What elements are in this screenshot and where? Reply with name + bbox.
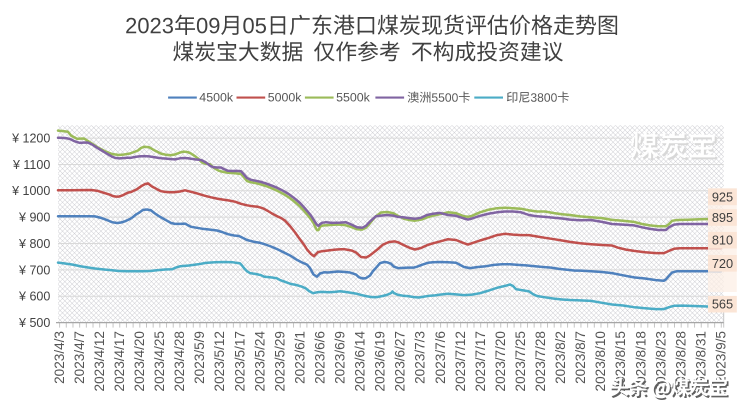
svg-text:2023/5/9: 2023/5/9 xyxy=(192,331,207,384)
svg-text:2023/4/28: 2023/4/28 xyxy=(172,331,187,391)
svg-text:2023/6/6: 2023/6/6 xyxy=(313,331,328,384)
svg-text:810: 810 xyxy=(712,233,733,248)
svg-text:2023/8/15: 2023/8/15 xyxy=(613,331,628,391)
svg-text:2023/8/28: 2023/8/28 xyxy=(673,331,688,391)
svg-text:2023/8/18: 2023/8/18 xyxy=(633,331,648,391)
svg-text:¥ 1000: ¥ 1000 xyxy=(11,184,50,198)
svg-text:¥ 600: ¥ 600 xyxy=(18,290,50,304)
svg-text:2023/4/25: 2023/4/25 xyxy=(152,331,167,391)
svg-text:2023/5/24: 2023/5/24 xyxy=(252,331,267,392)
svg-text:2023/7/20: 2023/7/20 xyxy=(493,331,508,392)
svg-text:2023/4/20: 2023/4/20 xyxy=(132,331,147,392)
svg-text:2023/8/7: 2023/8/7 xyxy=(573,331,588,384)
svg-text:925: 925 xyxy=(712,189,733,204)
svg-text:2023/6/1: 2023/6/1 xyxy=(292,331,307,384)
svg-text:2023/5/17: 2023/5/17 xyxy=(232,331,247,391)
svg-text:2023/6/9: 2023/6/9 xyxy=(333,331,348,384)
svg-text:2023/5/29: 2023/5/29 xyxy=(272,331,287,391)
svg-text:5000k: 5000k xyxy=(268,91,303,105)
svg-text:2023/6/27: 2023/6/27 xyxy=(393,331,408,391)
svg-text:¥ 500: ¥ 500 xyxy=(18,316,50,330)
svg-text:2023/6/14: 2023/6/14 xyxy=(353,331,368,392)
svg-text:720: 720 xyxy=(712,256,733,271)
svg-text:4500k: 4500k xyxy=(199,91,234,105)
svg-text:¥ 700: ¥ 700 xyxy=(18,263,50,277)
svg-text:¥ 900: ¥ 900 xyxy=(18,211,50,225)
svg-text:2023/7/28: 2023/7/28 xyxy=(533,331,548,391)
svg-text:2023/8/10: 2023/8/10 xyxy=(593,331,608,392)
svg-text:¥ 1200: ¥ 1200 xyxy=(11,132,50,146)
svg-text:2023/7/12: 2023/7/12 xyxy=(453,331,468,391)
svg-text:¥ 1100: ¥ 1100 xyxy=(12,158,50,172)
svg-text:2023/4/7: 2023/4/7 xyxy=(72,331,87,384)
svg-text:2023/7/3: 2023/7/3 xyxy=(413,331,428,384)
svg-text:895: 895 xyxy=(712,210,733,225)
svg-text:2023/9/5: 2023/9/5 xyxy=(714,331,729,384)
svg-text:2023/8/31: 2023/8/31 xyxy=(693,331,708,391)
svg-text:2023/7/17: 2023/7/17 xyxy=(473,331,488,391)
svg-text:2023/4/3: 2023/4/3 xyxy=(52,331,67,384)
svg-text:5500k: 5500k xyxy=(336,91,371,105)
svg-text:2023/4/17: 2023/4/17 xyxy=(112,331,127,391)
svg-text:565: 565 xyxy=(712,297,733,312)
svg-text:2023/5/12: 2023/5/12 xyxy=(212,331,227,391)
svg-text:2023/7/25: 2023/7/25 xyxy=(513,331,528,391)
svg-text:2023/8/2: 2023/8/2 xyxy=(553,331,568,384)
svg-text:2023/6/19: 2023/6/19 xyxy=(373,331,388,391)
svg-text:¥ 800: ¥ 800 xyxy=(18,237,50,251)
svg-text:2023/4/12: 2023/4/12 xyxy=(92,331,107,391)
svg-text:2023/7/6: 2023/7/6 xyxy=(433,331,448,384)
svg-text:2023/8/23: 2023/8/23 xyxy=(653,331,668,391)
